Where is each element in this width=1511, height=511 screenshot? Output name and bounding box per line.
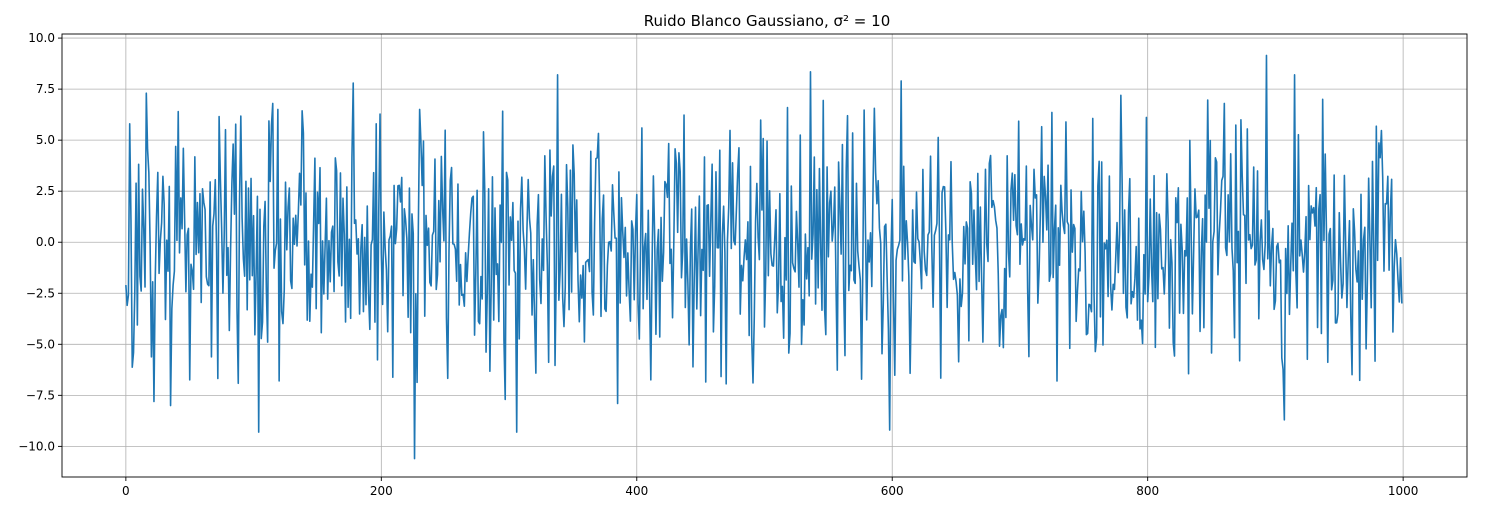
y-tick-label: −2.5 bbox=[26, 286, 55, 300]
y-tick-label: 0.0 bbox=[36, 235, 55, 249]
x-tick-label: 0 bbox=[122, 484, 130, 498]
axes-frame bbox=[61, 33, 1468, 478]
y-tick-label: 2.5 bbox=[36, 184, 55, 198]
series-layer bbox=[125, 54, 1403, 460]
y-tick-label: −5.0 bbox=[26, 337, 55, 351]
noise-series-line bbox=[125, 54, 1403, 460]
x-tick-label: 400 bbox=[625, 484, 648, 498]
y-tick-label: 5.0 bbox=[36, 133, 55, 147]
x-tick-label: 600 bbox=[881, 484, 904, 498]
y-tick-label: 10.0 bbox=[28, 31, 55, 45]
y-tick-label: 7.5 bbox=[36, 82, 55, 96]
x-tick-label: 1000 bbox=[1388, 484, 1419, 498]
x-tick-label: 200 bbox=[370, 484, 393, 498]
chart-title: Ruido Blanco Gaussiano, σ² = 10 bbox=[644, 12, 890, 30]
y-tick-label: −7.5 bbox=[26, 388, 55, 402]
y-tick-label: −10.0 bbox=[18, 439, 55, 453]
x-tick-label: 800 bbox=[1136, 484, 1159, 498]
axis-ticks: 0 200 400 600 800 1000 10.0 7.5 5.0 2.5 0.0 −2.5 −5.… bbox=[18, 31, 1418, 498]
plot-frame bbox=[61, 33, 1468, 478]
